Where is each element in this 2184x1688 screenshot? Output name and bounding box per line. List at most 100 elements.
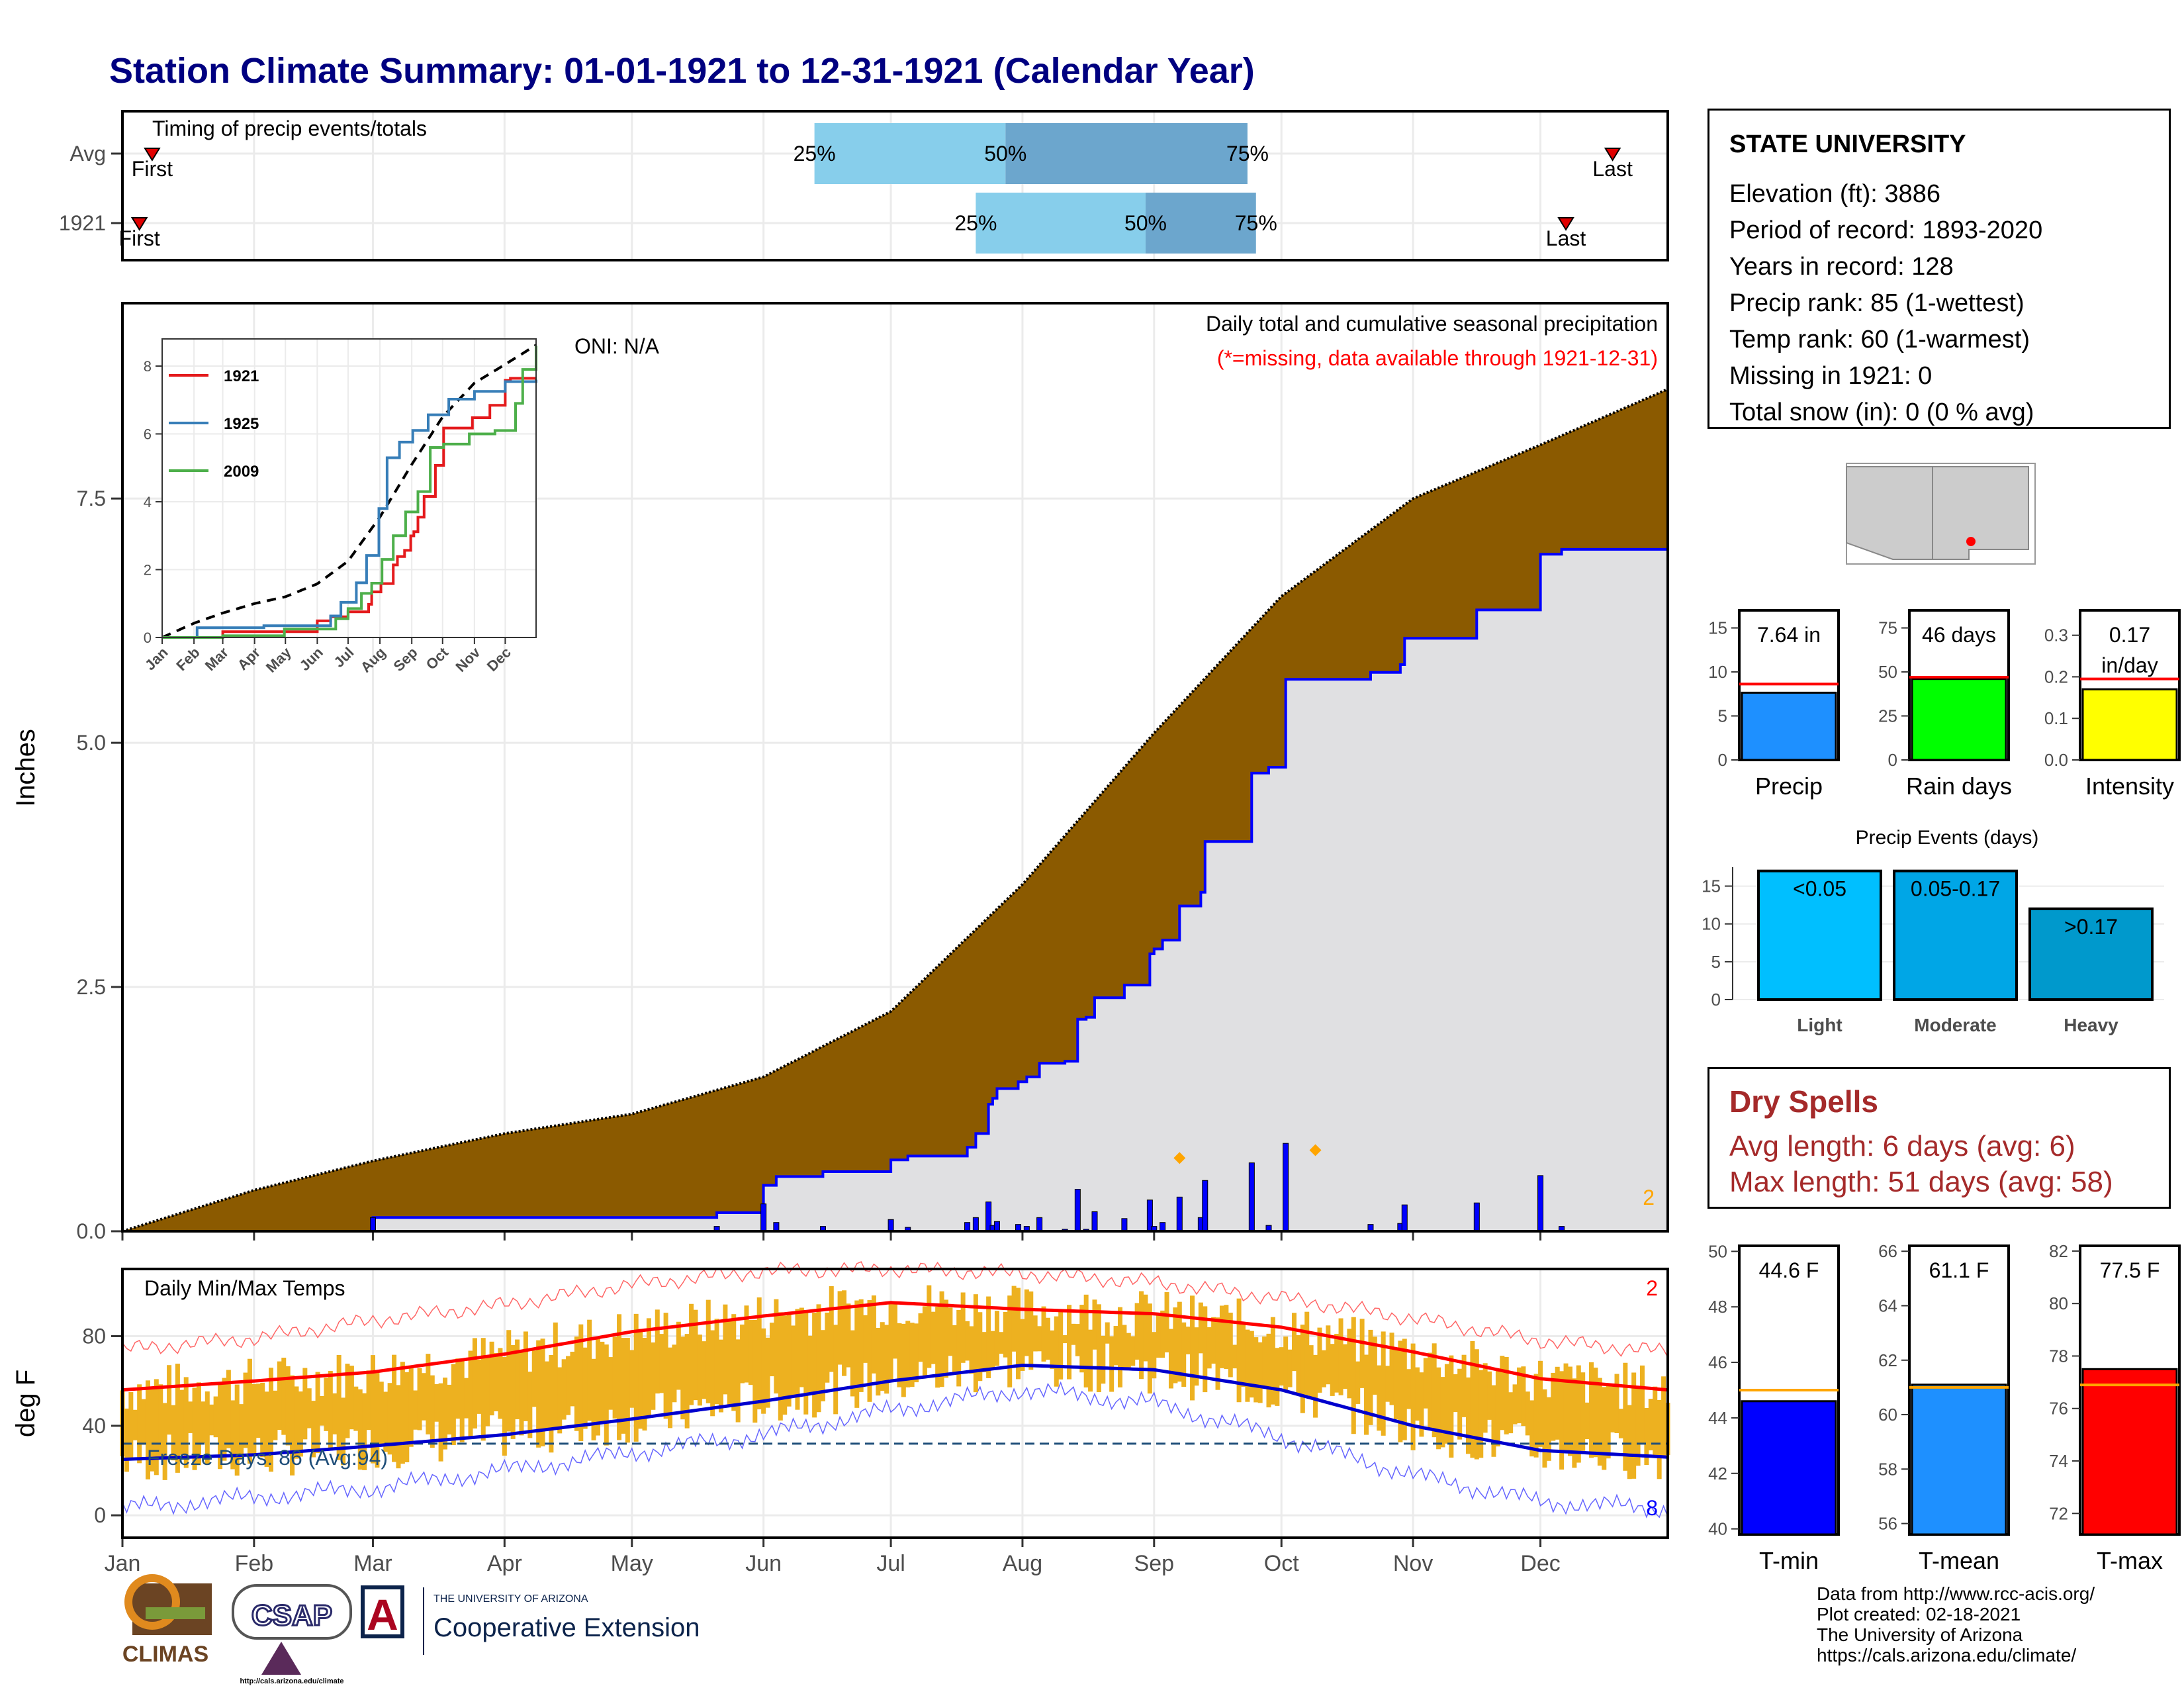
temp-summary-label: T-max bbox=[2097, 1547, 2163, 1574]
daily-precip-bar bbox=[887, 1219, 894, 1232]
daily-temp-bar bbox=[1364, 1354, 1369, 1435]
daily-temp-bar bbox=[404, 1372, 410, 1463]
month-tick-label: Sep bbox=[1134, 1551, 1175, 1576]
temp-summary-label: T-mean bbox=[1919, 1547, 1999, 1574]
climas-logo-band bbox=[146, 1607, 205, 1619]
daily-temp-bar bbox=[960, 1292, 966, 1363]
daily-temp-bar bbox=[948, 1307, 953, 1356]
daily-precip-bar bbox=[1401, 1204, 1408, 1232]
inset-avg-line bbox=[161, 344, 537, 639]
daily-temp-bar bbox=[714, 1319, 719, 1405]
daily-temp-bar bbox=[1419, 1372, 1424, 1437]
first-event-marker bbox=[144, 148, 161, 162]
daily-temp-bar bbox=[705, 1299, 711, 1403]
daily-temp-bar bbox=[1580, 1372, 1586, 1451]
daily-temp-bar bbox=[1559, 1371, 1565, 1470]
daily-temp-bar bbox=[1181, 1322, 1187, 1387]
daily-temp-bar bbox=[1206, 1327, 1212, 1369]
daily-temp-bar bbox=[1067, 1305, 1072, 1380]
daily-temp-bar bbox=[179, 1389, 185, 1455]
csap-logo-text: CSAP bbox=[251, 1599, 332, 1632]
daily-temp-bar bbox=[1096, 1304, 1101, 1393]
climas-logo-sun bbox=[124, 1574, 180, 1630]
daily-temp-bar bbox=[523, 1331, 528, 1421]
daily-temp-bar bbox=[230, 1400, 236, 1470]
daily-temp-bar bbox=[969, 1326, 974, 1374]
credit-line-data-source: Data from http://www.rcc-acis.org/ bbox=[1817, 1583, 2095, 1604]
daily-temp-bar bbox=[803, 1311, 809, 1415]
daily-temp-bar bbox=[1602, 1387, 1607, 1470]
daily-temp-bar bbox=[379, 1382, 384, 1446]
daily-temp-bar bbox=[128, 1392, 134, 1459]
daily-temp-bar bbox=[438, 1383, 443, 1462]
daily-temp-bar bbox=[1041, 1306, 1046, 1362]
climas-logo-text: CLIMAS bbox=[122, 1642, 208, 1667]
daily-temp-bar bbox=[426, 1354, 431, 1434]
daily-temp-bar bbox=[1215, 1317, 1220, 1390]
daily-temp-bar bbox=[1610, 1386, 1615, 1432]
summary-value-label: 0.17 bbox=[2109, 623, 2150, 647]
daily-temp-bar bbox=[1296, 1335, 1301, 1395]
daily-temp-bar bbox=[1105, 1322, 1110, 1344]
daily-temp-bar bbox=[846, 1303, 851, 1368]
daily-temp-bar bbox=[663, 1313, 668, 1419]
daily-temp-bar bbox=[927, 1285, 932, 1368]
last-event-marker bbox=[1604, 148, 1621, 162]
ua-logo-letter: A bbox=[367, 1590, 398, 1639]
daily-temp-bar bbox=[162, 1403, 167, 1480]
station-line-precip-rank: Precip rank: 85 (1-wettest) bbox=[1729, 289, 2025, 317]
daily-temp-bar bbox=[561, 1359, 567, 1420]
daily-temp-bar bbox=[332, 1393, 338, 1434]
station-line-years: Years in record: 128 bbox=[1729, 253, 1954, 281]
daily-temp-bar bbox=[1551, 1372, 1556, 1441]
daily-temp-bar bbox=[489, 1341, 494, 1416]
daily-temp-bar bbox=[981, 1332, 987, 1373]
daily-temp-bar bbox=[1101, 1335, 1106, 1384]
daily-temp-bar bbox=[761, 1328, 766, 1414]
summary-value-label: 46 days bbox=[1922, 623, 1996, 647]
daily-temp-bar bbox=[935, 1306, 940, 1388]
cumulative-avg-line bbox=[122, 388, 1668, 1233]
first-event-label: First bbox=[119, 226, 160, 250]
daily-temp-bar bbox=[273, 1390, 278, 1440]
temp-summary-value-label: 44.6 F bbox=[1759, 1258, 1819, 1282]
precip-event-category: Heavy bbox=[2064, 1015, 2118, 1035]
summary-bar-intensity: 0.0 0.1 0.2 0.3 0.17 in/day Intensity bbox=[2044, 609, 2181, 800]
daily-temp-bar bbox=[1130, 1336, 1136, 1366]
daily-temp-bar bbox=[939, 1291, 944, 1387]
daily-temp-bar bbox=[1083, 1294, 1089, 1387]
missing-note: (*=missing, data available through 1921-… bbox=[1217, 346, 1658, 370]
daily-temp-bar bbox=[578, 1324, 584, 1442]
timing-p50-label: 50% bbox=[1124, 211, 1167, 235]
daily-temp-bar bbox=[277, 1361, 282, 1430]
daily-temp-bar bbox=[1287, 1349, 1293, 1387]
daily-temp-bar bbox=[260, 1382, 265, 1458]
daily-temp-bar bbox=[697, 1335, 702, 1406]
daily-temp-bar bbox=[1389, 1333, 1394, 1405]
summary-y-tick-label: 5 bbox=[1718, 706, 1727, 726]
summary-bar-label: Rain days bbox=[1906, 773, 2012, 800]
timing-bar-25-50 bbox=[976, 193, 1146, 254]
daily-temp-bar bbox=[689, 1303, 694, 1405]
daily-temp-bar bbox=[1088, 1329, 1093, 1392]
daily-temp-bar bbox=[1253, 1337, 1259, 1403]
daily-temp-bar bbox=[1542, 1389, 1547, 1468]
daily-temp-bar bbox=[375, 1372, 380, 1468]
daily-temp-bar bbox=[1152, 1332, 1157, 1379]
month-tick-label: Oct bbox=[1264, 1551, 1299, 1576]
daily-temp-bar bbox=[1423, 1358, 1428, 1409]
daily-temp-bar bbox=[506, 1330, 512, 1432]
first-event-marker bbox=[130, 217, 148, 231]
daily-temp-bar bbox=[1241, 1325, 1246, 1387]
timing-p25-label: 25% bbox=[794, 142, 836, 165]
daily-temp-bar bbox=[574, 1336, 579, 1431]
summary-y-tick-label: 10 bbox=[1708, 662, 1727, 682]
daily-temp-bar bbox=[876, 1327, 881, 1396]
daily-temp-bar bbox=[1584, 1402, 1590, 1440]
daily-temp-bar bbox=[519, 1350, 524, 1436]
temp-summary-label: T-min bbox=[1759, 1547, 1819, 1574]
daily-temp-bar bbox=[1436, 1367, 1441, 1450]
timing-panel-label: Timing of precip events/totals bbox=[152, 117, 427, 140]
inset-legend-label: 1921 bbox=[224, 367, 259, 385]
precip-event-bar-label: 0.05-0.17 bbox=[1911, 877, 2000, 901]
